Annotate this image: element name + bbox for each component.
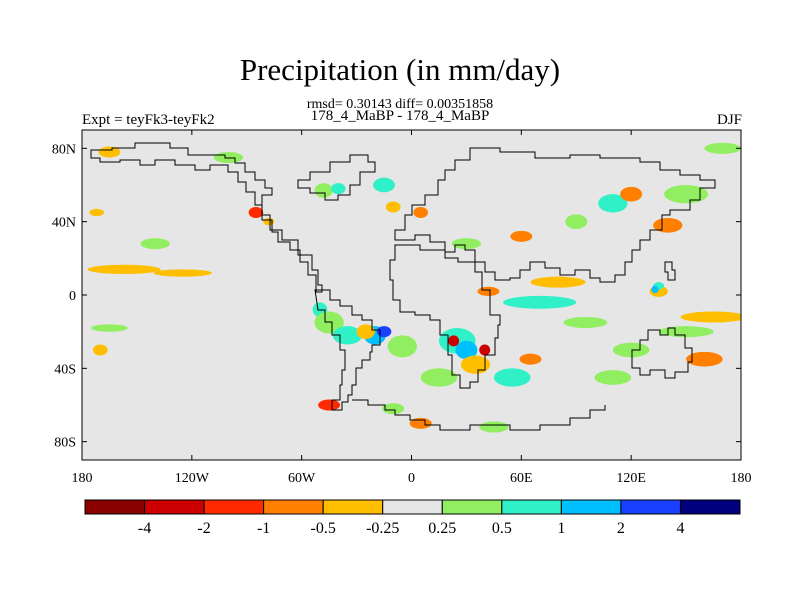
anomaly-region-36 (409, 417, 432, 429)
anomaly-region-4 (248, 207, 264, 218)
experiment-label: Expt = teyFk3-teyFk2 (82, 112, 215, 128)
anomaly-region-31 (493, 368, 531, 387)
anomaly-region-32 (420, 368, 458, 387)
anomaly-region-51 (89, 208, 104, 217)
anomaly-region-29 (479, 344, 491, 356)
anomaly-region-8 (373, 177, 396, 193)
colorbar-swatch-7 (501, 499, 562, 515)
season-label: DJF (716, 112, 742, 128)
colorbar-swatch-5 (382, 499, 443, 515)
colorbar-label-6: 0.5 (492, 520, 512, 537)
coastline-australia (631, 327, 693, 379)
lat-tick-label-1: 40N (52, 216, 76, 231)
lat-tick-label-0: 80N (52, 142, 76, 157)
anomaly-region-15 (680, 311, 741, 323)
lon-tick-label-2: 60W (288, 471, 316, 486)
coastline-layer (90, 142, 716, 431)
lat-tick-label-3: 40S (54, 362, 76, 377)
colorbar-swatch-9 (620, 499, 681, 515)
anomaly-region-41 (598, 194, 628, 213)
anomaly-region-28 (448, 335, 460, 347)
anomaly-region-19 (651, 285, 659, 294)
anomaly-region-42 (664, 185, 709, 204)
anomaly-region-12 (477, 286, 500, 296)
colorbar-label-9: 4 (676, 520, 684, 537)
anomaly-region-25 (387, 335, 417, 358)
anomaly-region-34 (318, 399, 341, 411)
anomaly-layer (87, 142, 741, 433)
anomaly-region-11 (530, 276, 586, 288)
coastline-north-america (90, 142, 323, 293)
anomaly-region-30 (460, 355, 491, 374)
lon-tick-label-3: 0 (408, 471, 415, 486)
lat-tick-label-2: 0 (69, 289, 76, 304)
chart-title: Precipitation (in mm/day) (239, 52, 561, 87)
lon-tick-label-1: 120W (175, 471, 210, 486)
colorbar-swatch-10 (679, 499, 741, 515)
colorbar-swatch-0 (84, 499, 146, 515)
anomaly-region-16 (658, 326, 714, 338)
anomaly-region-45 (620, 186, 643, 202)
coastline-eurasia (394, 147, 716, 283)
anomaly-region-0 (87, 264, 161, 274)
anomaly-region-44 (565, 214, 588, 230)
colorbar-swatch-8 (560, 499, 622, 515)
anomaly-region-7 (330, 183, 346, 195)
colorbar-label-3: -0.5 (311, 520, 336, 537)
anomaly-region-38 (98, 146, 121, 158)
anomaly-region-53 (519, 353, 542, 365)
anomaly-region-10 (413, 207, 428, 218)
anomaly-region-52 (92, 344, 108, 356)
anomaly-region-37 (479, 421, 509, 433)
colorbar-swatch-6 (441, 499, 503, 515)
anomaly-region-6 (314, 183, 333, 198)
lon-tick-label-4: 60E (510, 471, 533, 486)
coastline-south-america (314, 289, 381, 411)
anomaly-region-24 (376, 326, 392, 338)
anomaly-region-27 (455, 340, 478, 360)
colorbar-label-4: -0.25 (366, 520, 399, 537)
lat-tick-label-4: 80S (54, 436, 76, 451)
axis-ticks: 80N 40N 0 40S 80S 180 120W 60W 0 60E 120E 180 (52, 130, 752, 486)
anomaly-region-5 (263, 218, 275, 226)
map-background (82, 130, 741, 460)
anomaly-region-1 (153, 269, 212, 277)
experiment-pair: 178_4_MaBP - 178_4_MaBP (310, 108, 490, 124)
anomaly-region-14 (563, 317, 608, 328)
anomaly-region-43 (653, 218, 683, 233)
anomaly-region-9 (385, 201, 401, 213)
colorbar-swatch-4 (322, 499, 384, 515)
anomaly-region-46 (451, 238, 482, 250)
lon-tick-label-5: 120E (616, 471, 646, 486)
colorbar: -4 -2 -1 -0.5 -0.25 0.25 0.5 1 2 4 (84, 499, 741, 537)
anomaly-region-13 (503, 295, 577, 309)
lon-tick-label-0: 180 (72, 471, 93, 486)
colorbar-label-7: 1 (557, 520, 565, 537)
colorbar-label-5: 0.25 (428, 520, 456, 537)
anomaly-region-3 (140, 238, 170, 250)
colorbar-label-0: -4 (138, 520, 151, 537)
coastline-antarctica (352, 399, 606, 431)
lon-tick-label-6: 180 (731, 471, 752, 486)
colorbar-swatch-2 (203, 499, 265, 515)
colorbar-label-8: 2 (617, 520, 625, 537)
colorbar-label-1: -2 (197, 520, 210, 537)
anomaly-region-40 (704, 142, 741, 154)
rmsd-diff-stats: rmsd= 0.30143 diff= 0.00351858 (306, 97, 494, 112)
coastline-africa (389, 244, 501, 389)
anomaly-region-50 (594, 370, 632, 385)
anomaly-region-2 (91, 324, 128, 332)
anomaly-region-35 (382, 403, 405, 415)
anomaly-region-49 (686, 351, 723, 367)
coastline-japan (664, 261, 676, 281)
colorbar-swatch-3 (263, 499, 324, 515)
anomaly-region-47 (510, 230, 533, 242)
colorbar-swatch-1 (144, 499, 205, 515)
colorbar-label-2: -1 (257, 520, 270, 537)
anomaly-region-48 (612, 342, 650, 358)
coastline-greenland (297, 154, 376, 201)
anomaly-region-33 (356, 324, 375, 339)
